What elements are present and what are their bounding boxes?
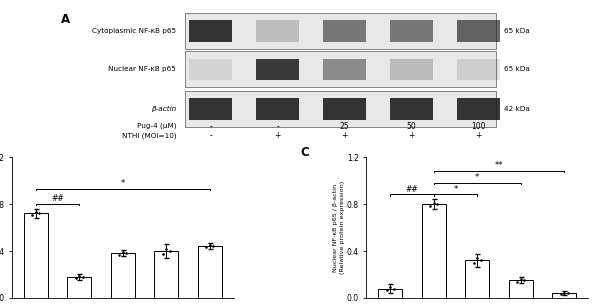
- Text: *: *: [475, 173, 479, 182]
- Bar: [457, 58, 500, 80]
- Point: [35, 211, 44, 216]
- Bar: [24, 213, 48, 298]
- Bar: [185, 13, 496, 49]
- Bar: [189, 98, 232, 120]
- Bar: [323, 98, 366, 120]
- Bar: [256, 58, 299, 80]
- Text: β-actin: β-actin: [151, 106, 176, 112]
- Point: [118, 250, 128, 255]
- Text: -: -: [209, 131, 212, 140]
- Bar: [552, 293, 576, 298]
- Point: [472, 256, 482, 261]
- Bar: [457, 20, 500, 42]
- Bar: [465, 261, 489, 298]
- Text: +: +: [341, 131, 348, 140]
- Bar: [256, 20, 299, 42]
- Text: NTHi (MOI=10): NTHi (MOI=10): [122, 133, 176, 139]
- Bar: [189, 58, 232, 80]
- Bar: [256, 98, 299, 120]
- Text: 25: 25: [340, 122, 349, 131]
- Point: [433, 202, 442, 206]
- Text: -: -: [277, 122, 279, 131]
- Point: [202, 245, 211, 250]
- Text: Pug-4 (μM): Pug-4 (μM): [137, 123, 176, 130]
- Text: +: +: [475, 131, 482, 140]
- Point: [512, 279, 522, 284]
- Point: [429, 200, 439, 205]
- Bar: [509, 280, 533, 298]
- Text: C: C: [300, 146, 309, 159]
- Point: [559, 290, 569, 295]
- Bar: [390, 98, 433, 120]
- Text: 100: 100: [472, 122, 486, 131]
- Bar: [390, 58, 433, 80]
- Text: -: -: [209, 122, 212, 131]
- Bar: [323, 20, 366, 42]
- Bar: [185, 91, 496, 127]
- Point: [115, 252, 124, 257]
- Point: [205, 243, 214, 248]
- Text: 65 kDa: 65 kDa: [505, 66, 530, 72]
- Point: [121, 251, 131, 256]
- Bar: [379, 288, 402, 298]
- Bar: [154, 251, 178, 298]
- Point: [28, 213, 37, 218]
- Text: 42 kDa: 42 kDa: [505, 106, 530, 112]
- Point: [78, 275, 88, 279]
- Point: [382, 288, 392, 293]
- Point: [469, 261, 479, 265]
- Text: +: +: [409, 131, 415, 140]
- Point: [563, 291, 572, 296]
- Point: [71, 275, 80, 280]
- Bar: [323, 58, 366, 80]
- Text: ##: ##: [406, 185, 418, 194]
- Text: **: **: [495, 161, 503, 171]
- Bar: [457, 98, 500, 120]
- Bar: [422, 204, 446, 298]
- Point: [161, 247, 171, 251]
- Bar: [185, 51, 496, 87]
- Text: +: +: [274, 131, 281, 140]
- Y-axis label: Nuclear NF-κB p65 / β-actin
(Relative protein expression): Nuclear NF-κB p65 / β-actin (Relative pr…: [333, 181, 344, 274]
- Point: [208, 244, 218, 249]
- Point: [516, 277, 526, 282]
- Bar: [111, 253, 135, 298]
- Bar: [198, 246, 221, 298]
- Text: *: *: [121, 179, 125, 188]
- Text: Nuclear NF-κB p65: Nuclear NF-κB p65: [108, 66, 176, 72]
- Point: [74, 274, 84, 278]
- Point: [165, 249, 175, 254]
- Point: [476, 258, 485, 263]
- Point: [386, 285, 395, 290]
- Point: [389, 286, 398, 291]
- Point: [158, 251, 167, 256]
- Text: Cytoplasmic NF-κB p65: Cytoplasmic NF-κB p65: [92, 28, 176, 34]
- Text: *: *: [454, 185, 458, 194]
- Point: [31, 210, 41, 215]
- Point: [425, 204, 435, 209]
- Point: [520, 278, 529, 283]
- Text: ##: ##: [51, 194, 64, 203]
- Text: 50: 50: [407, 122, 416, 131]
- Bar: [67, 277, 91, 298]
- Bar: [189, 20, 232, 42]
- Text: A: A: [61, 13, 70, 26]
- Bar: [390, 20, 433, 42]
- Point: [556, 292, 565, 296]
- Text: 65 kDa: 65 kDa: [505, 28, 530, 34]
